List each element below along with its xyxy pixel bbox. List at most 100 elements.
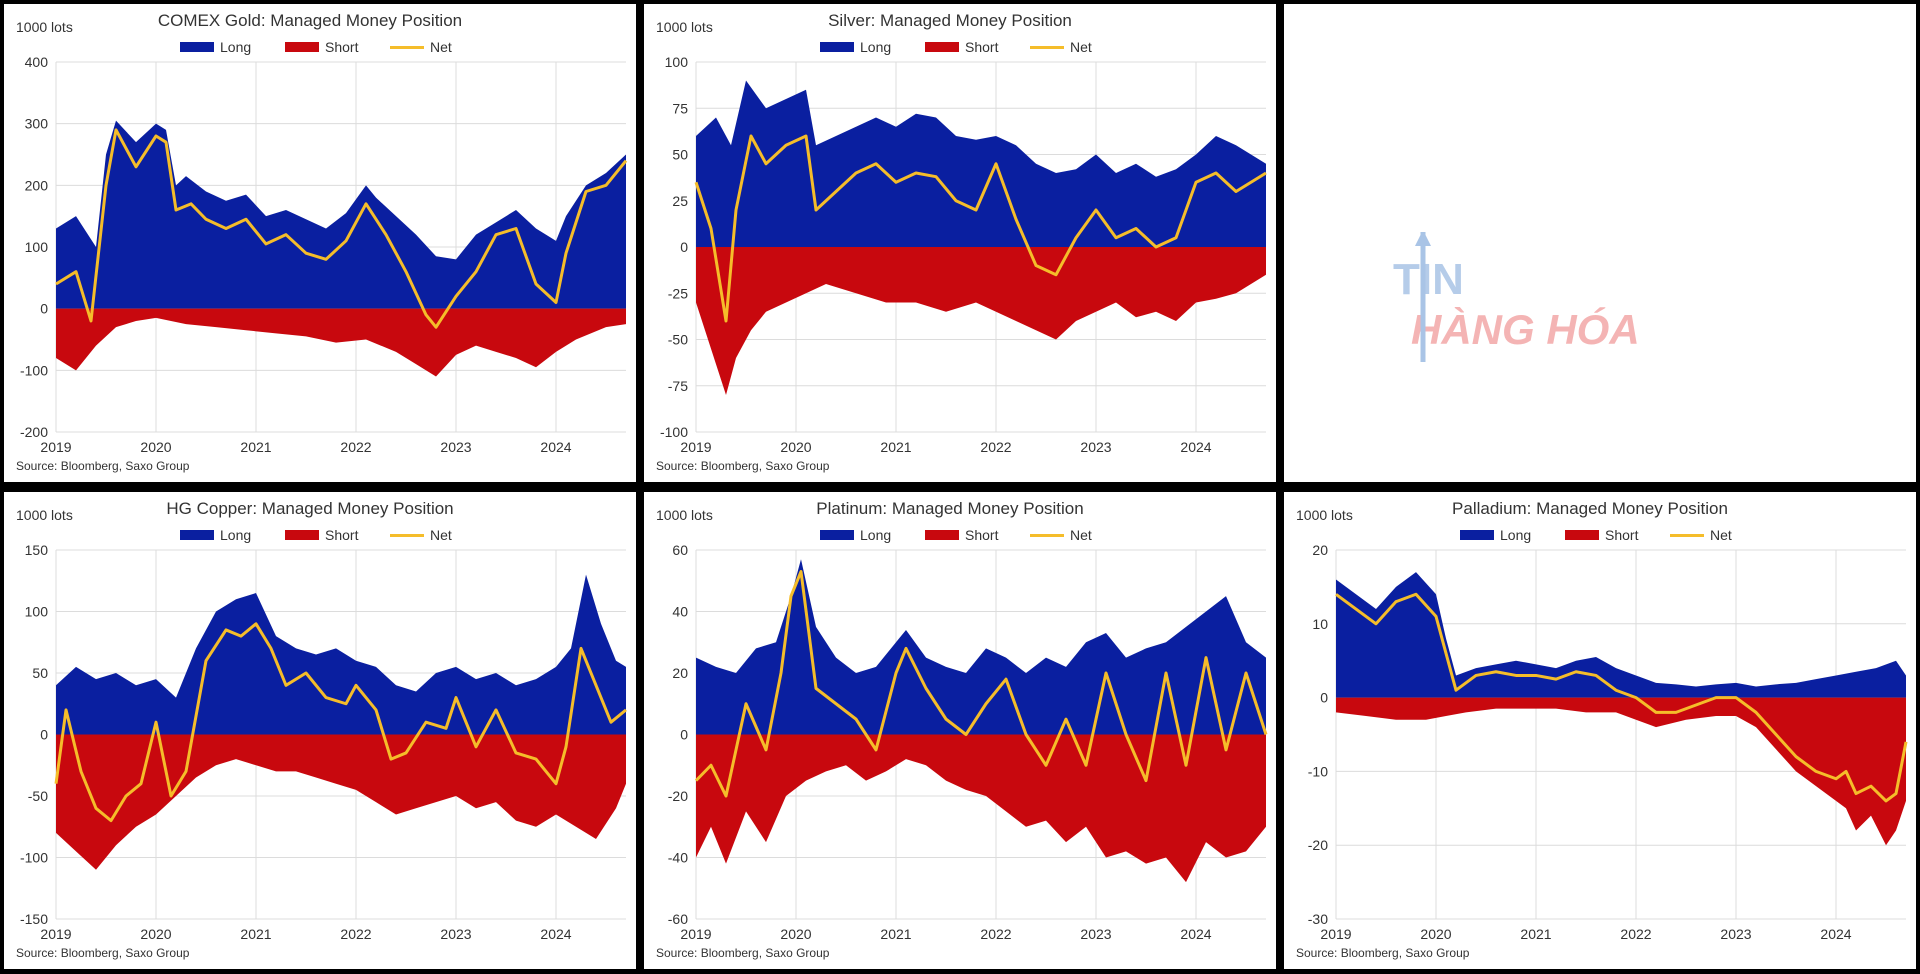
legend-swatch-short [925,530,959,540]
x-tick-label: 2022 [980,439,1011,455]
y-tick-label: -40 [668,850,688,866]
y-tick-label: 25 [672,193,688,209]
legend-label-long: Long [860,39,891,55]
legend-label-net: Net [430,527,452,543]
y-tick-label: 20 [672,665,688,681]
x-tick-label: 2024 [1180,439,1211,455]
y-tick-label: 100 [665,54,689,70]
legend-label-short: Short [325,39,359,55]
series-net-line [694,570,1268,798]
legend-label-net: Net [1070,39,1092,55]
series-net-line [54,622,627,823]
legend-swatch-net [1030,534,1064,537]
x-tick-label: 2021 [240,926,271,942]
y-tick-label: -100 [20,362,48,378]
legend-label-long: Long [1500,527,1531,543]
watermark-line1: TIN [1393,255,1464,304]
y-tick-label: 75 [672,100,688,116]
chart-title: COMEX Gold: Managed Money Position [158,11,462,30]
x-tick-label: 2020 [140,926,171,942]
palladium-panel: Palladium: Managed Money Position 1000 lo… [1284,492,1916,969]
y-tick-label: 0 [40,301,48,317]
x-tick-label: 2023 [1080,926,1111,942]
chart-title: Palladium: Managed Money Position [1452,499,1728,518]
x-tick-label: 2024 [540,926,571,942]
legend-swatch-long [820,530,854,540]
x-tick-label: 2019 [1320,926,1351,942]
legend-label-short: Short [965,527,999,543]
x-tick-label: 2019 [40,926,71,942]
x-tick-label: 2021 [880,926,911,942]
y-tick-label: -150 [20,911,48,927]
copper-panel: HG Copper: Managed Money Position 1000 lo… [4,492,636,969]
legend-swatch-short [1565,530,1599,540]
series-long-area [56,120,626,309]
y-tick-label: -50 [28,788,48,804]
y-tick-label: 400 [25,54,49,70]
x-tick-label: 2021 [1520,926,1551,942]
unit-label: 1000 lots [16,19,73,35]
source-note: Source: Bloomberg, Saxo Group [16,459,190,473]
y-tick-label: 0 [680,727,688,743]
chart-title: Platinum: Managed Money Position [816,499,1083,518]
series-net-line [55,128,628,329]
source-note: Source: Bloomberg, Saxo Group [656,459,830,473]
x-tick-label: 2022 [340,926,371,942]
source-note: Source: Bloomberg, Saxo Group [1296,946,1470,960]
y-tick-label: -100 [20,850,48,866]
legend-swatch-short [285,42,319,52]
y-tick-label: -50 [668,332,688,348]
x-tick-label: 2019 [680,926,711,942]
x-tick-label: 2019 [40,439,71,455]
y-tick-label: 300 [25,116,49,132]
series-long-area [696,559,1266,735]
x-tick-label: 2022 [340,439,371,455]
y-tick-label: -60 [668,911,688,927]
series-short-area [696,247,1266,395]
series-short-area [696,734,1266,883]
platinum-chart: Platinum: Managed Money Position 1000 lot… [656,499,1268,960]
y-tick-label: 150 [25,542,49,558]
x-tick-label: 2019 [680,439,711,455]
y-tick-label: 50 [32,665,48,681]
legend-swatch-net [1030,46,1064,49]
y-tick-label: 20 [1312,542,1328,558]
legend-swatch-long [180,42,214,52]
series-long-area [1336,572,1906,698]
x-tick-label: 2022 [980,926,1011,942]
y-tick-label: -20 [1308,837,1328,853]
y-tick-label: 10 [1312,616,1328,632]
palladium-chart: Palladium: Managed Money Position 1000 lo… [1296,499,1908,960]
y-tick-label: 0 [1320,690,1328,706]
x-tick-label: 2024 [540,439,571,455]
legend-swatch-long [1460,530,1494,540]
x-tick-label: 2024 [1820,926,1851,942]
silver-panel: Silver: Managed Money Position 1000 lots L… [644,4,1276,482]
platinum-panel: Platinum: Managed Money Position 1000 lot… [644,492,1276,969]
x-tick-label: 2023 [1720,926,1751,942]
legend-label-long: Long [220,39,251,55]
watermark-logo: TIN HÀNG HÓA [1393,230,1673,382]
source-note: Source: Bloomberg, Saxo Group [656,946,830,960]
y-tick-label: 100 [25,239,49,255]
x-tick-label: 2024 [1180,926,1211,942]
y-tick-label: 0 [40,727,48,743]
unit-label: 1000 lots [656,507,713,523]
y-tick-label: 50 [672,147,688,163]
legend-swatch-net [1670,534,1704,537]
chart-title: HG Copper: Managed Money Position [166,499,453,518]
source-note: Source: Bloomberg, Saxo Group [16,946,190,960]
y-tick-label: -20 [668,788,688,804]
y-tick-label: -30 [1308,911,1328,927]
chart-title: Silver: Managed Money Position [828,11,1072,30]
x-tick-label: 2021 [240,439,271,455]
legend-swatch-net [390,46,424,49]
y-tick-label: -200 [20,424,48,440]
y-tick-label: -10 [1308,763,1328,779]
y-tick-label: 40 [672,604,688,620]
series-net-line [694,134,1267,323]
legend-label-net: Net [1710,527,1732,543]
x-tick-label: 2021 [880,439,911,455]
legend-swatch-short [925,42,959,52]
legend-label-net: Net [1070,527,1092,543]
